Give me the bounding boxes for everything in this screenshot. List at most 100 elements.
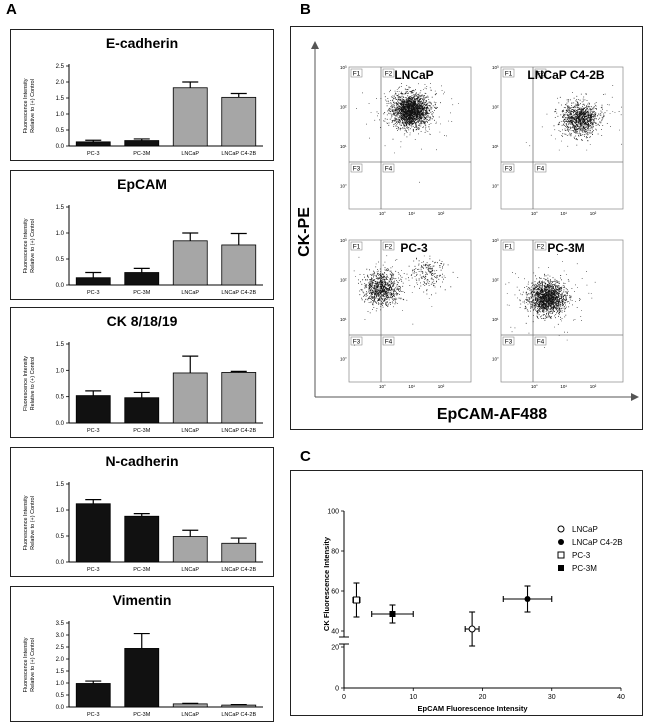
x-tick-label: LNCaP C4-2B <box>221 151 256 157</box>
bar <box>75 141 111 147</box>
bar <box>75 395 111 424</box>
quadrant-label: F3 <box>353 339 361 346</box>
bar <box>75 277 111 286</box>
bar <box>124 272 160 286</box>
x-tick-label: PC-3M <box>133 567 151 573</box>
quadrant-label: F4 <box>537 339 545 346</box>
legend-label: PC-3 <box>572 551 591 560</box>
x-tick-label: LNCaP <box>181 712 199 718</box>
bar <box>172 703 208 708</box>
x-tick-label: 10² <box>590 211 597 216</box>
y-axis-label: CK Fluorescence Intensity <box>322 536 331 631</box>
y-tick-label: 1.0 <box>56 368 65 374</box>
flow-y-arrow <box>311 41 319 49</box>
x-tick-label: 40 <box>617 694 625 701</box>
y-axis-label-line2: Relative to (+) Control <box>30 496 36 550</box>
y-tick-label: 1.0 <box>56 508 65 514</box>
y-tick-label: 1.0 <box>56 112 65 118</box>
bar-chart-vimentin: Vimentin Fluorescence IntensityRelative t… <box>23 592 263 718</box>
bar-chart-box-epcam: EpCAM Fluorescence IntensityRelative to (… <box>10 170 274 300</box>
quadrant-label-box <box>350 241 363 251</box>
bar-chart-ncadherin: N-cadherin Fluorescence IntensityRelative… <box>23 453 263 573</box>
bar-chart-box-ck: CK 8/18/19 Fluorescence IntensityRelative… <box>10 307 274 438</box>
y-tick-label: 2.5 <box>56 64 65 70</box>
bar <box>124 648 160 708</box>
flow-x-label: EpCAM-AF488 <box>437 406 547 423</box>
y-axis-label-line1: Fluorescence Intensity <box>23 78 29 133</box>
quadrant-label-box <box>350 163 363 173</box>
y-tick-label: 1.5 <box>56 669 65 675</box>
x-tick-label: PC-3 <box>87 567 100 573</box>
quadrant-label-box <box>382 241 395 251</box>
y-axis-label-line1: Fluorescence Intensity <box>23 637 29 692</box>
y-tick-label: 1.5 <box>56 342 65 348</box>
quadrant-label-box <box>534 336 547 346</box>
chart-title: N-cadherin <box>105 453 178 469</box>
x-tick-label: 10¹ <box>560 384 567 389</box>
x-tick-label: 30 <box>548 694 556 701</box>
bar-chart-box-ncadherin: N-cadherin Fluorescence IntensityRelative… <box>10 447 274 577</box>
y-tick-label: 10² <box>492 104 499 109</box>
y-axis-label-line2: Relative to (+) Control <box>30 357 36 411</box>
bar <box>221 542 257 563</box>
x-tick-label: LNCaP C4-2B <box>221 290 256 296</box>
y-axis-label: Fluorescence IntensityRelative to (+) Co… <box>23 356 36 411</box>
scatter-plot: 0 10 20 30 40 40 60 80 100 0 20 EpCAM Fluorescence … <box>322 509 625 714</box>
quadrant-label-box <box>382 336 395 346</box>
y-tick-label: 0.5 <box>56 395 65 401</box>
y-tick-label: 10¹ <box>340 317 347 322</box>
panel-label-c: C <box>300 448 311 465</box>
y-tick-label: 0.5 <box>56 693 65 699</box>
quadrant-label-box <box>382 163 395 173</box>
flow-plot-frame <box>348 66 472 210</box>
y-tick-label: 60 <box>331 589 339 596</box>
y-tick-label: 10² <box>492 277 499 282</box>
quadrant-label: F1 <box>353 71 361 78</box>
x-tick-label: 10 <box>409 694 417 701</box>
chart-title: CK 8/18/19 <box>107 313 178 329</box>
y-tick-label: 0.0 <box>56 421 65 427</box>
y-tick-label: 10° <box>340 183 347 188</box>
quadrant-label-box <box>534 68 547 78</box>
flow-event-dots <box>356 83 459 183</box>
x-axis-label: EpCAM Fluorescence Intensity <box>417 704 528 713</box>
y-axis-label-line1: Fluorescence Intensity <box>23 495 29 550</box>
bar-chart-ck: CK 8/18/19 Fluorescence IntensityRelative… <box>23 313 263 434</box>
y-tick-label: 0.0 <box>56 705 65 711</box>
flow-subplot-4: F1 F2 F3 F4 10° 10¹ 10² 10³ 10² 10¹ 10° PC-3M <box>492 238 624 389</box>
y-tick-label: 10³ <box>340 238 347 243</box>
y-axis-label-line1: Fluorescence Intensity <box>23 356 29 411</box>
y-axis-label-line2: Relative to (+) Control <box>30 638 36 692</box>
y-tick-label: 100 <box>327 509 339 516</box>
x-tick-label: 10² <box>590 384 597 389</box>
y-tick-label: 1.5 <box>56 205 65 211</box>
y-tick-label: 2.0 <box>56 80 65 86</box>
x-tick-label: LNCaP <box>181 428 199 434</box>
y-axis-label-line1: Fluorescence Intensity <box>23 218 29 273</box>
quadrant-label-box <box>382 68 395 78</box>
flow-plot-frame <box>500 66 624 210</box>
x-tick-label: PC-3 <box>87 428 100 434</box>
panel-label-a: A <box>6 1 17 18</box>
y-tick-label: 10² <box>340 104 347 109</box>
quadrant-label: F2 <box>537 71 545 78</box>
y-tick-label: 3.0 <box>56 633 65 639</box>
x-tick-label: 10¹ <box>560 211 567 216</box>
y-axis-label: Fluorescence IntensityRelative to (+) Co… <box>23 495 36 550</box>
y-tick-label: 10³ <box>492 65 499 70</box>
flow-event-dots <box>505 254 596 348</box>
y-tick-label: 0.5 <box>56 257 65 263</box>
x-tick-label: 10° <box>531 384 538 389</box>
quadrant-label: F4 <box>385 339 393 346</box>
y-tick-label: 2.5 <box>56 645 65 651</box>
flow-cytometry-panel: CK-PE EpCAM-AF488 F1 F2 F3 F4 10° 10¹ 10² 10³ 10² 1… <box>296 41 639 423</box>
x-tick-label: PC-3M <box>133 428 151 434</box>
x-tick-label: LNCaP C4-2B <box>221 712 256 718</box>
bar <box>221 244 257 286</box>
legend-marker <box>558 565 564 571</box>
y-tick-label: 20 <box>331 645 339 652</box>
y-tick-label: 2.0 <box>56 657 65 663</box>
flow-x-arrow <box>631 393 639 401</box>
data-point <box>389 611 396 617</box>
quadrant-label: F3 <box>353 166 361 173</box>
